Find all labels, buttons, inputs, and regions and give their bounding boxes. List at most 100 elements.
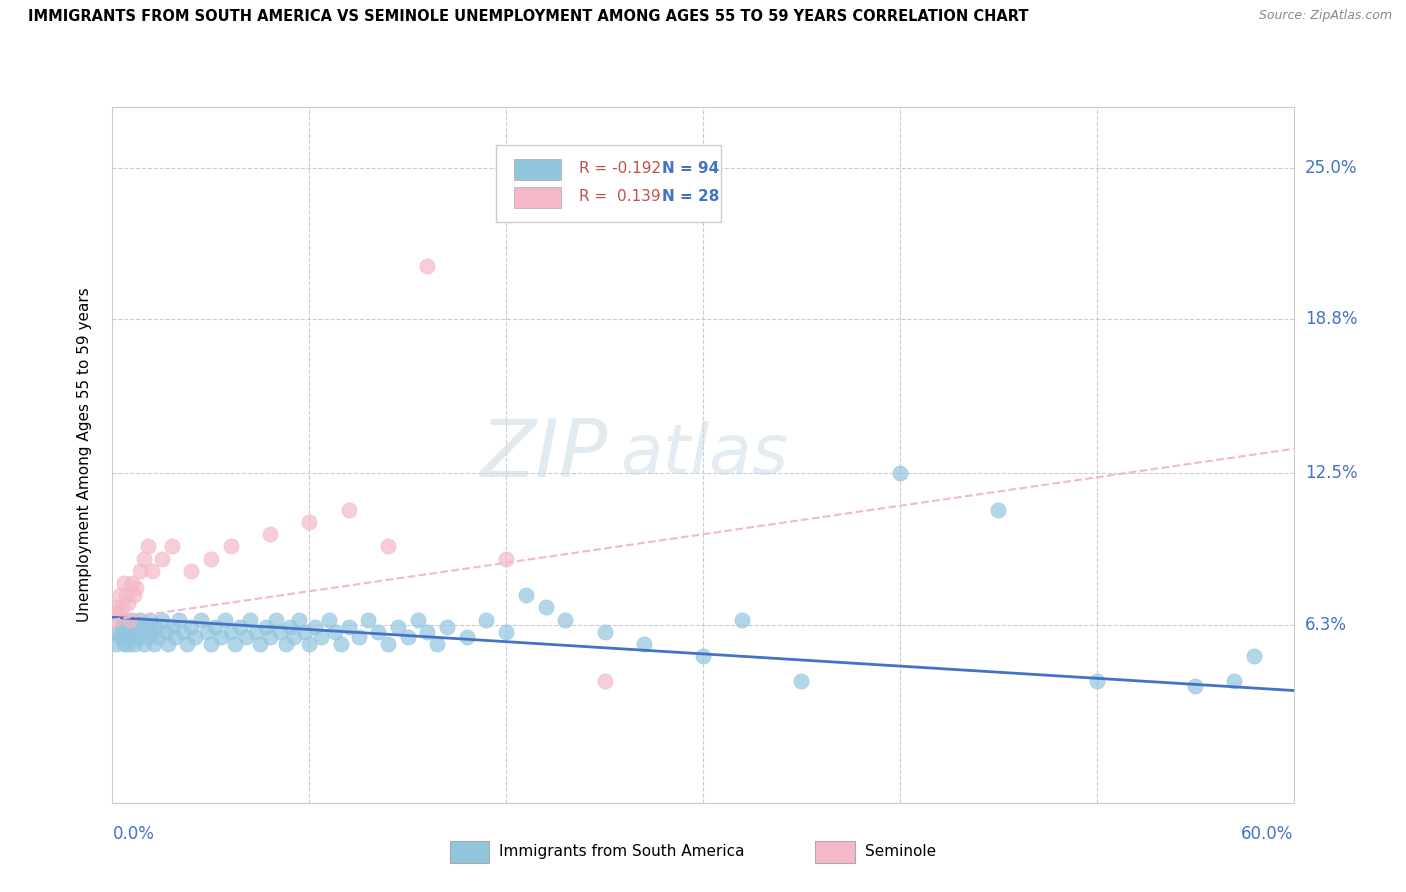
Point [141,624,163,639]
Point [436,620,458,634]
Point [117,624,139,639]
Point [495,551,517,566]
Point [456,630,478,644]
Point [122,588,145,602]
Text: 25.0%: 25.0% [1305,159,1357,178]
Point [1085,673,1108,688]
Text: R = -0.192: R = -0.192 [579,161,661,176]
Point [121,624,143,639]
FancyBboxPatch shape [496,145,721,222]
Y-axis label: Unemployment Among Ages 55 to 59 years: Unemployment Among Ages 55 to 59 years [77,287,91,623]
Point [387,620,409,634]
Text: 0.0%: 0.0% [112,825,155,843]
Point [129,564,152,578]
Point [347,630,370,644]
Point [105,637,128,651]
Text: Immigrants from South America: Immigrants from South America [499,845,745,859]
Point [145,620,167,634]
Point [107,624,129,639]
Point [288,613,311,627]
Point [103,613,125,627]
Point [377,637,399,651]
Bar [515,159,561,180]
Point [264,613,287,627]
Point [117,637,139,651]
Point [120,630,142,644]
Text: N = 94: N = 94 [662,161,718,176]
Point [107,606,129,620]
Point [150,551,173,566]
Point [298,637,321,651]
Bar [515,187,561,208]
Point [224,637,246,651]
Point [495,624,517,639]
Point [111,600,134,615]
Point [1223,673,1246,688]
Point [245,624,267,639]
Point [298,515,321,529]
Point [141,564,163,578]
Point [337,503,360,517]
Point [692,649,714,664]
Point [889,467,911,481]
Text: 18.8%: 18.8% [1305,310,1357,328]
Point [135,620,157,634]
Point [229,620,252,634]
Point [112,637,135,651]
Point [283,630,305,644]
Point [125,581,148,595]
Point [172,624,194,639]
Point [111,613,134,627]
Point [731,613,754,627]
Point [219,540,242,554]
Point [146,630,169,644]
Point [169,613,191,627]
Point [209,630,232,644]
Point [200,551,222,566]
Point [254,620,277,634]
Point [115,630,138,644]
Point [259,630,281,644]
Point [160,620,183,634]
Point [176,637,198,651]
Point [115,588,138,602]
Point [416,624,439,639]
Point [120,620,142,634]
Point [180,620,202,634]
Point [633,637,655,651]
Point [475,613,498,627]
Point [278,620,301,634]
Point [139,613,162,627]
Point [274,637,297,651]
Point [593,673,616,688]
Point [323,624,346,639]
Point [337,620,360,634]
Point [190,613,212,627]
Point [132,637,155,651]
Text: atlas: atlas [620,421,789,489]
Text: 12.5%: 12.5% [1305,464,1357,483]
Point [155,624,177,639]
Point [111,620,134,634]
Text: IMMIGRANTS FROM SOUTH AMERICA VS SEMINOLE UNEMPLOYMENT AMONG AGES 55 TO 59 YEARS: IMMIGRANTS FROM SOUTH AMERICA VS SEMINOL… [28,9,1029,24]
Point [127,630,149,644]
Point [204,620,226,634]
Point [790,673,813,688]
Text: R =  0.139: R = 0.139 [579,188,661,203]
Point [129,613,152,627]
Point [121,613,143,627]
Point [136,630,159,644]
Point [142,637,165,651]
Point [304,620,326,634]
Point [150,613,173,627]
Point [396,630,419,644]
Text: Source: ZipAtlas.com: Source: ZipAtlas.com [1258,9,1392,22]
Point [318,613,340,627]
Point [515,588,537,602]
Text: 6.3%: 6.3% [1305,615,1347,633]
Point [120,613,142,627]
Point [110,588,132,602]
Point [110,630,132,644]
Point [184,630,207,644]
Point [249,637,271,651]
